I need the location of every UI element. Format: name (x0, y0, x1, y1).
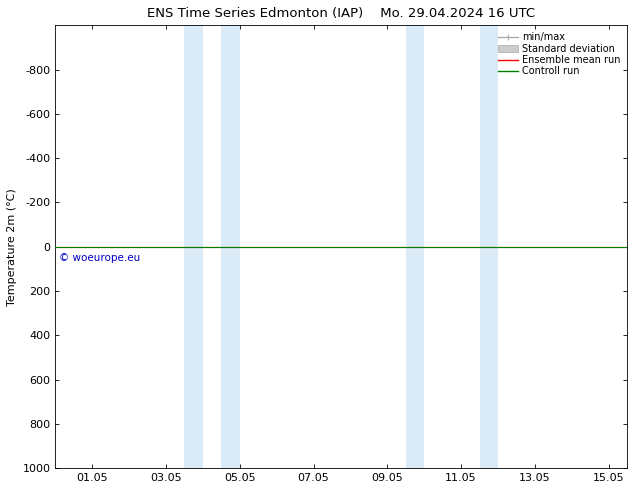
Bar (406, 25, 424, 468)
Text: © woeurope.eu: © woeurope.eu (59, 253, 140, 264)
Title: ENS Time Series Edmonton (IAP)    Mo. 29.04.2024 16 UTC: ENS Time Series Edmonton (IAP) Mo. 29.04… (147, 7, 535, 20)
Bar (221, 25, 240, 468)
Legend: min/max, Standard deviation, Ensemble mean run, Controll run: min/max, Standard deviation, Ensemble me… (496, 30, 622, 78)
Bar (184, 25, 203, 468)
Bar (479, 25, 498, 468)
Y-axis label: Temperature 2m (°C): Temperature 2m (°C) (7, 188, 17, 306)
